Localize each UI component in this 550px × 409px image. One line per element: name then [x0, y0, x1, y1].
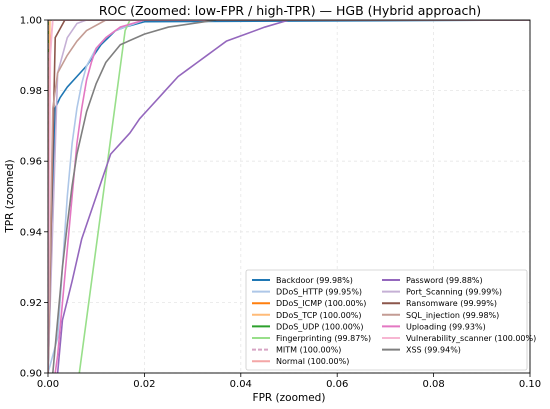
legend-entry: Uploading (99.93%)	[406, 322, 486, 331]
y-tick-label: 0.94	[20, 227, 42, 238]
legend-entry: DDoS_ICMP (100.00%)	[276, 299, 366, 308]
y-tick-label: 0.92	[20, 298, 42, 309]
x-tick-label: 0.02	[133, 379, 155, 390]
plot-area	[48, 20, 530, 373]
legend-entry: Ransomware (99.99%)	[406, 299, 497, 308]
legend-entry: XSS (99.94%)	[406, 346, 461, 355]
x-tick-label: 0.08	[422, 379, 444, 390]
legend-entry: MITM (100.00%)	[276, 346, 341, 355]
x-axis-label: FPR (zoomed)	[253, 392, 326, 404]
legend-entry: Backdoor (99.98%)	[276, 276, 353, 285]
series-line-11	[48, 20, 530, 373]
series-line-13	[48, 20, 530, 373]
series-line-9	[48, 20, 530, 373]
y-tick-label: 0.96	[20, 157, 42, 168]
legend-entry: Password (99.88%)	[406, 276, 483, 285]
x-tick-label: 0.10	[519, 379, 541, 390]
legend-entry: Port_Scanning (99.99%)	[406, 288, 502, 297]
x-tick-label: 0.04	[230, 379, 252, 390]
legend-entry: Fingerprinting (99.87%)	[276, 334, 371, 343]
legend-entry: DDoS_TCP (100.00%)	[276, 311, 362, 320]
y-tick-label: 0.98	[20, 86, 42, 97]
series-line-12	[54, 20, 530, 373]
chart-title: ROC (Zoomed: low-FPR / high-TPR) — HGB (…	[99, 3, 481, 18]
legend: Backdoor (99.98%) DDoS_HTTP (99.95%) DDoS_…	[245, 269, 536, 371]
series-line-8	[56, 20, 530, 373]
y-tick-label: 1.00	[20, 16, 42, 27]
x-tick-label: 0.06	[326, 379, 348, 390]
legend-entry: Normal (100.00%)	[276, 357, 349, 366]
tick-layer: 0.00 0.02 0.04 0.06 0.08 0.10 0.90 0.92 0.94 0.96…	[20, 16, 541, 391]
legend-entry: DDoS_UDP (100.00%)	[276, 322, 364, 331]
legend-entry: DDoS_HTTP (99.95%)	[276, 288, 362, 297]
series-line-14	[52, 20, 530, 373]
legend-entry: SQL_injection (99.98%)	[406, 311, 499, 320]
y-axis-label: TPR (zoomed)	[4, 159, 16, 233]
legend-box	[245, 269, 528, 371]
legend-entry: Vulnerability_scanner (100.00%)	[406, 334, 536, 343]
x-tick-label: 0.00	[37, 379, 59, 390]
y-tick-label: 0.90	[20, 369, 42, 380]
plot-frame	[47, 19, 531, 374]
